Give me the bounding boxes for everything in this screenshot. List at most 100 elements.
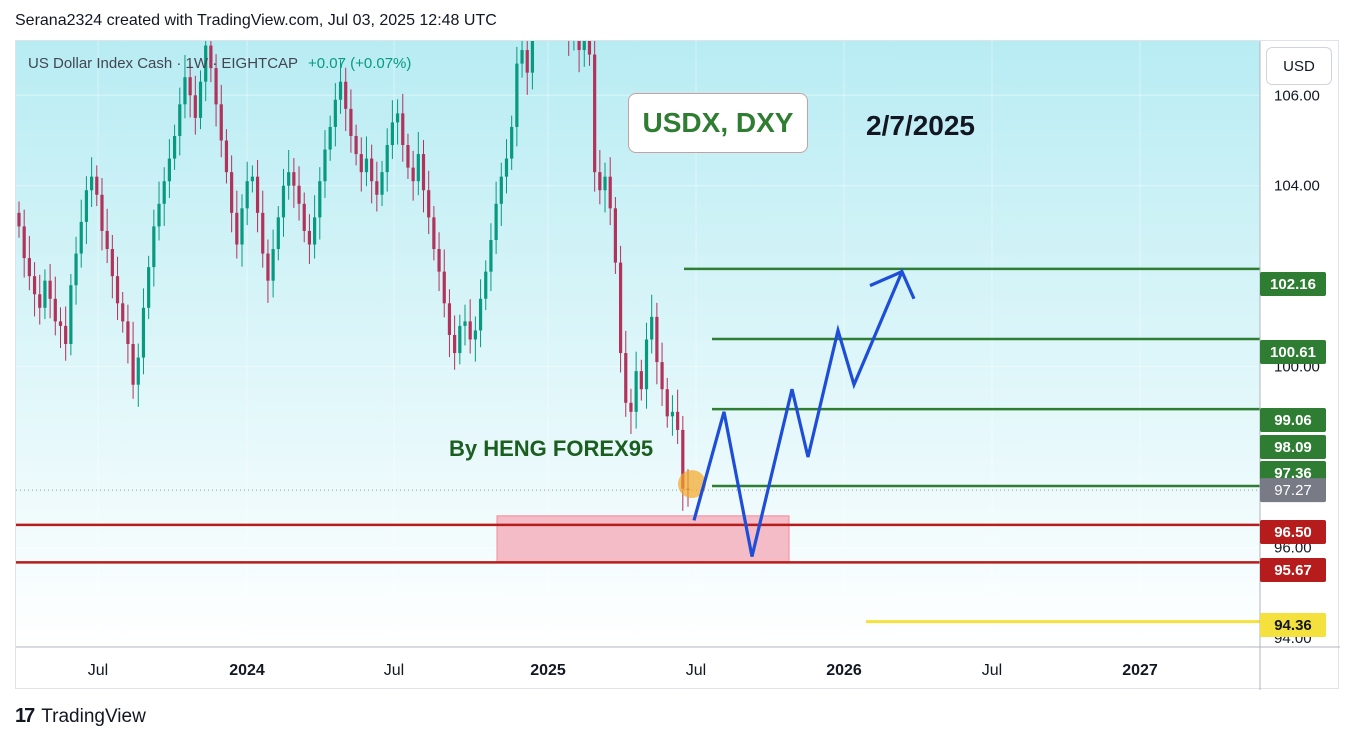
candle-body <box>681 429 685 489</box>
candle-body <box>364 158 369 173</box>
support-zone <box>496 515 790 563</box>
candle-body <box>110 249 114 277</box>
candle-body <box>74 253 78 286</box>
candle-body <box>162 181 166 204</box>
currency-button[interactable]: USD <box>1266 47 1332 85</box>
candle-body <box>261 212 265 254</box>
level-label-102.16: 102.16 <box>1270 276 1316 293</box>
time-tick-label: 2027 <box>1122 662 1158 679</box>
candle-body <box>58 321 63 326</box>
projection-path <box>692 267 916 557</box>
candle-body <box>167 158 171 182</box>
candle-body <box>395 113 400 123</box>
candle-body <box>458 325 462 354</box>
candle-body <box>416 154 420 182</box>
candle-body <box>613 208 617 263</box>
candle-body <box>53 298 57 322</box>
symbol-name: US Dollar Index Cash · 1W · EIGHTCAP <box>28 55 298 72</box>
candle-body <box>17 212 21 227</box>
footer[interactable]: 17 TradingView <box>15 705 146 728</box>
candle-body <box>188 77 192 96</box>
candle-body <box>141 307 146 358</box>
candle-body <box>478 298 483 331</box>
candle-body <box>582 41 586 51</box>
candle-body <box>463 321 467 326</box>
candle-body <box>598 172 602 191</box>
candle-body <box>281 185 286 218</box>
candle-body <box>442 271 446 304</box>
candle-body <box>38 294 42 308</box>
tradingview-logo-icon: 17 <box>15 705 35 727</box>
level-lines <box>16 267 1260 624</box>
candle-body <box>421 154 426 191</box>
candle-body <box>224 140 229 173</box>
candle-body <box>214 68 218 105</box>
candle-body <box>100 194 104 231</box>
candle-body <box>639 371 643 390</box>
candle-body <box>271 249 275 281</box>
candle-body <box>593 54 597 173</box>
candle-body <box>484 271 488 299</box>
symbol-info: US Dollar Index Cash · 1W · EIGHTCAP +0.… <box>28 55 411 72</box>
candle-body <box>603 176 607 191</box>
candle-body <box>338 81 343 100</box>
candle-body <box>84 190 89 222</box>
level-label-94.36: 94.36 <box>1274 617 1312 634</box>
candle-body <box>468 321 472 340</box>
candle-body <box>318 181 322 218</box>
candle-body <box>235 212 239 245</box>
candle-body <box>333 99 337 127</box>
level-label-bg <box>1260 408 1326 432</box>
candle-body <box>499 176 503 204</box>
candle-body <box>219 104 223 141</box>
candle-body <box>172 135 177 159</box>
level-label-96.50: 96.50 <box>1274 524 1312 541</box>
candle-body <box>297 185 301 204</box>
brand-name: TradingView <box>41 705 146 727</box>
candle-body <box>520 50 524 64</box>
candle-body <box>665 389 669 417</box>
candle-body <box>250 176 254 182</box>
candle-body <box>390 122 394 146</box>
candle-body <box>209 45 213 69</box>
level-labels: 102.16 100.61 99.06 98.09 97.36 96.50 95.67 94.… <box>1260 272 1326 637</box>
candle-body <box>530 41 535 73</box>
candle-body <box>624 353 628 403</box>
candle-body <box>204 45 208 82</box>
candle-body <box>245 181 249 209</box>
candle-body <box>276 217 280 250</box>
candle-body <box>90 176 94 191</box>
candle-body <box>152 226 156 268</box>
candle-body <box>504 158 509 177</box>
candle-body <box>240 208 244 245</box>
candle-body <box>670 411 675 417</box>
candle-body <box>354 135 358 155</box>
header-text: Serana2324 created with TradingView.com,… <box>15 12 497 29</box>
time-tick-label: 2026 <box>826 662 862 679</box>
candle-body <box>22 226 26 259</box>
candle-body <box>618 262 623 354</box>
level-label-bg <box>1260 520 1326 544</box>
candle-body <box>183 77 187 105</box>
candles <box>16 41 1260 511</box>
candle-body <box>660 362 664 390</box>
candle-body <box>198 81 203 118</box>
candle-body <box>27 258 31 277</box>
candle-body <box>230 172 234 213</box>
candle-body <box>406 145 410 168</box>
current-price-marker <box>678 470 706 499</box>
candle-body <box>587 41 592 55</box>
candle-body <box>79 221 83 254</box>
candle-body <box>344 81 348 109</box>
candle-body <box>64 325 68 344</box>
date-label: 2/7/2025 <box>866 110 975 141</box>
candle-body <box>577 41 581 51</box>
candle-body <box>193 95 197 118</box>
level-label-bg <box>1260 558 1326 582</box>
level-label-bg <box>1260 272 1326 296</box>
candle-body <box>313 217 317 245</box>
candle-body <box>292 172 296 186</box>
candle-body <box>105 230 109 250</box>
candle-body <box>489 239 493 272</box>
candle-body <box>121 303 125 322</box>
